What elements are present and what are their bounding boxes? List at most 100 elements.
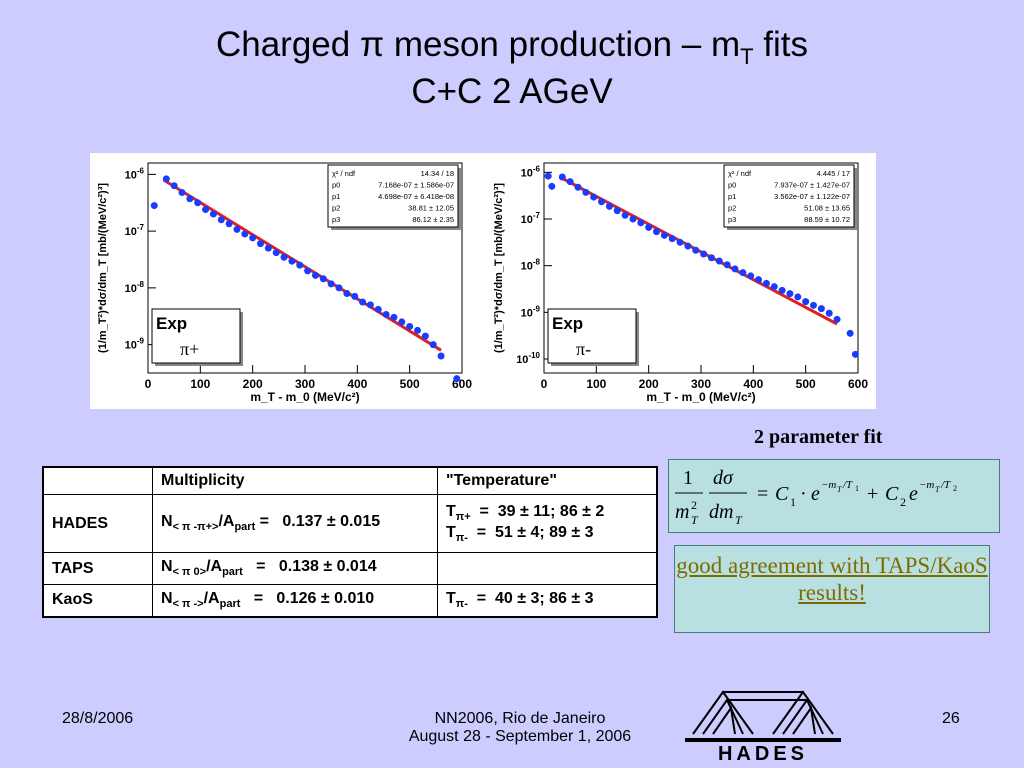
- data-point: [202, 206, 210, 214]
- cell-exp: HADES: [42, 494, 153, 553]
- x-tick-label: 100: [190, 377, 210, 391]
- fit-param-name: p0: [728, 181, 736, 190]
- data-point: [660, 231, 668, 239]
- data-point: [700, 250, 708, 258]
- fit-box: [723, 164, 855, 228]
- fit-param-value: 88.59 ± 10.72: [804, 215, 850, 224]
- svg-text:C: C: [885, 483, 899, 505]
- table-header-row: Multiplicity "Temperature": [42, 466, 658, 495]
- x-tick-label: 200: [243, 377, 263, 391]
- data-point: [846, 329, 854, 337]
- svg-text:e: e: [811, 483, 820, 505]
- x-tick-label: 300: [691, 377, 711, 391]
- table-row-hades: HADES N< π -π+>/Apart = 0.137 ± 0.015 Tπ…: [42, 494, 658, 553]
- x-tick-label: 0: [541, 377, 548, 391]
- logo-text: HADES: [718, 743, 808, 764]
- data-point: [566, 178, 574, 186]
- data-point: [851, 350, 859, 358]
- t-val: = 51 ± 4; 89 ± 3: [467, 523, 594, 541]
- y-tick-label: 10-8: [521, 258, 541, 273]
- x-tick-label: 0: [145, 377, 152, 391]
- header-multiplicity: Multiplicity: [152, 466, 438, 495]
- svg-text:dσ: dσ: [713, 467, 734, 489]
- data-point: [621, 211, 629, 219]
- data-point: [715, 257, 723, 265]
- fit-param-name: p2: [728, 204, 736, 213]
- fit-param-name: p1: [728, 192, 736, 201]
- data-point: [778, 286, 786, 294]
- m-sub2: part: [219, 598, 241, 611]
- data-point: [544, 172, 552, 180]
- data-point: [414, 326, 422, 334]
- data-point: [162, 175, 170, 183]
- cell-temperature: Tπ+ = 39 ± 11; 86 ± 2 Tπ- = 51 ± 4; 89 ±…: [437, 494, 658, 553]
- cell-multiplicity: N< π -π+>/Apart = 0.137 ± 0.015: [152, 494, 438, 553]
- data-point: [739, 269, 747, 277]
- svg-text:T: T: [735, 513, 743, 527]
- legend-title: Exp: [156, 314, 187, 333]
- legend-box: [151, 308, 241, 364]
- data-point: [548, 182, 556, 190]
- data-point: [645, 223, 653, 231]
- data-point: [264, 244, 272, 252]
- data-point: [429, 341, 437, 349]
- data-point: [170, 182, 178, 190]
- fit-param-value: 86.12 ± 2.35: [412, 215, 454, 224]
- x-tick-label: 600: [848, 377, 868, 391]
- m-mid: /A: [206, 558, 223, 576]
- data-point: [437, 352, 445, 360]
- legend-entry: π+: [180, 339, 199, 359]
- y-tick-label: 10-7: [125, 223, 145, 238]
- fit-param-name: χ² / ndf: [332, 169, 356, 178]
- hades-logo: HADES: [685, 690, 841, 764]
- data-point: [327, 280, 335, 288]
- header-temperature: "Temperature": [437, 466, 658, 495]
- t-pre: T: [446, 523, 456, 541]
- title-text: Charged π meson production – m: [215, 25, 741, 64]
- plot-pi-minus: 0 100 200 300 400 500 600 10-6 10-7 10-8 10-9 10-10…: [486, 153, 876, 409]
- data-point: [335, 284, 343, 292]
- data-point: [319, 275, 327, 283]
- fit-param-value: 4.698e-07 ± 6.418e-08: [378, 192, 454, 201]
- m-sub: < π -π+>: [172, 521, 219, 534]
- svg-text:2: 2: [953, 484, 957, 493]
- agreement-link[interactable]: good agreement with TAPS/KaoS results!: [676, 553, 988, 605]
- svg-text:−m: −m: [821, 479, 836, 491]
- data-point: [311, 271, 319, 279]
- m-sub: < π 0>: [172, 566, 207, 579]
- y-tick-label: 10-10: [516, 351, 540, 366]
- y-tick-label: 10-9: [125, 337, 145, 352]
- data-point: [296, 261, 304, 269]
- data-point: [825, 309, 833, 317]
- footer-conf-line2: August 28 - September 1, 2006: [408, 728, 632, 745]
- svg-text:2: 2: [691, 498, 697, 512]
- data-point: [723, 261, 731, 269]
- results-table: Multiplicity "Temperature" HADES N< π -π…: [42, 466, 658, 618]
- data-point: [582, 188, 590, 196]
- data-point: [794, 293, 802, 301]
- data-point: [833, 315, 841, 323]
- x-tick-label: 200: [639, 377, 659, 391]
- fit-param-value: 7.168e-07 ± 1.586e-07: [378, 181, 454, 190]
- data-point: [762, 279, 770, 287]
- header-cell-empty: [42, 466, 153, 495]
- data-point: [574, 183, 582, 191]
- cell-temperature: [437, 552, 658, 585]
- footer-page-number: 26: [942, 710, 960, 727]
- data-point: [731, 265, 739, 273]
- cell-exp: TAPS: [42, 552, 153, 585]
- fit-param-name: p1: [332, 192, 340, 201]
- data-point: [272, 249, 280, 257]
- chart-pi-minus: 0 100 200 300 400 500 600 10-6 10-7 10-8 10-9 10-10…: [493, 162, 868, 404]
- data-point: [755, 276, 763, 284]
- fit-param-value: 4.445 / 17: [817, 169, 850, 178]
- x-tick-label: 100: [586, 377, 606, 391]
- svg-text:e: e: [909, 483, 918, 505]
- cell-exp: KaoS: [42, 584, 153, 617]
- m-pre: N: [161, 513, 173, 531]
- fit-param-name: p3: [728, 215, 736, 224]
- svg-text:T: T: [935, 485, 940, 494]
- data-point: [359, 298, 367, 306]
- data-point: [241, 230, 249, 238]
